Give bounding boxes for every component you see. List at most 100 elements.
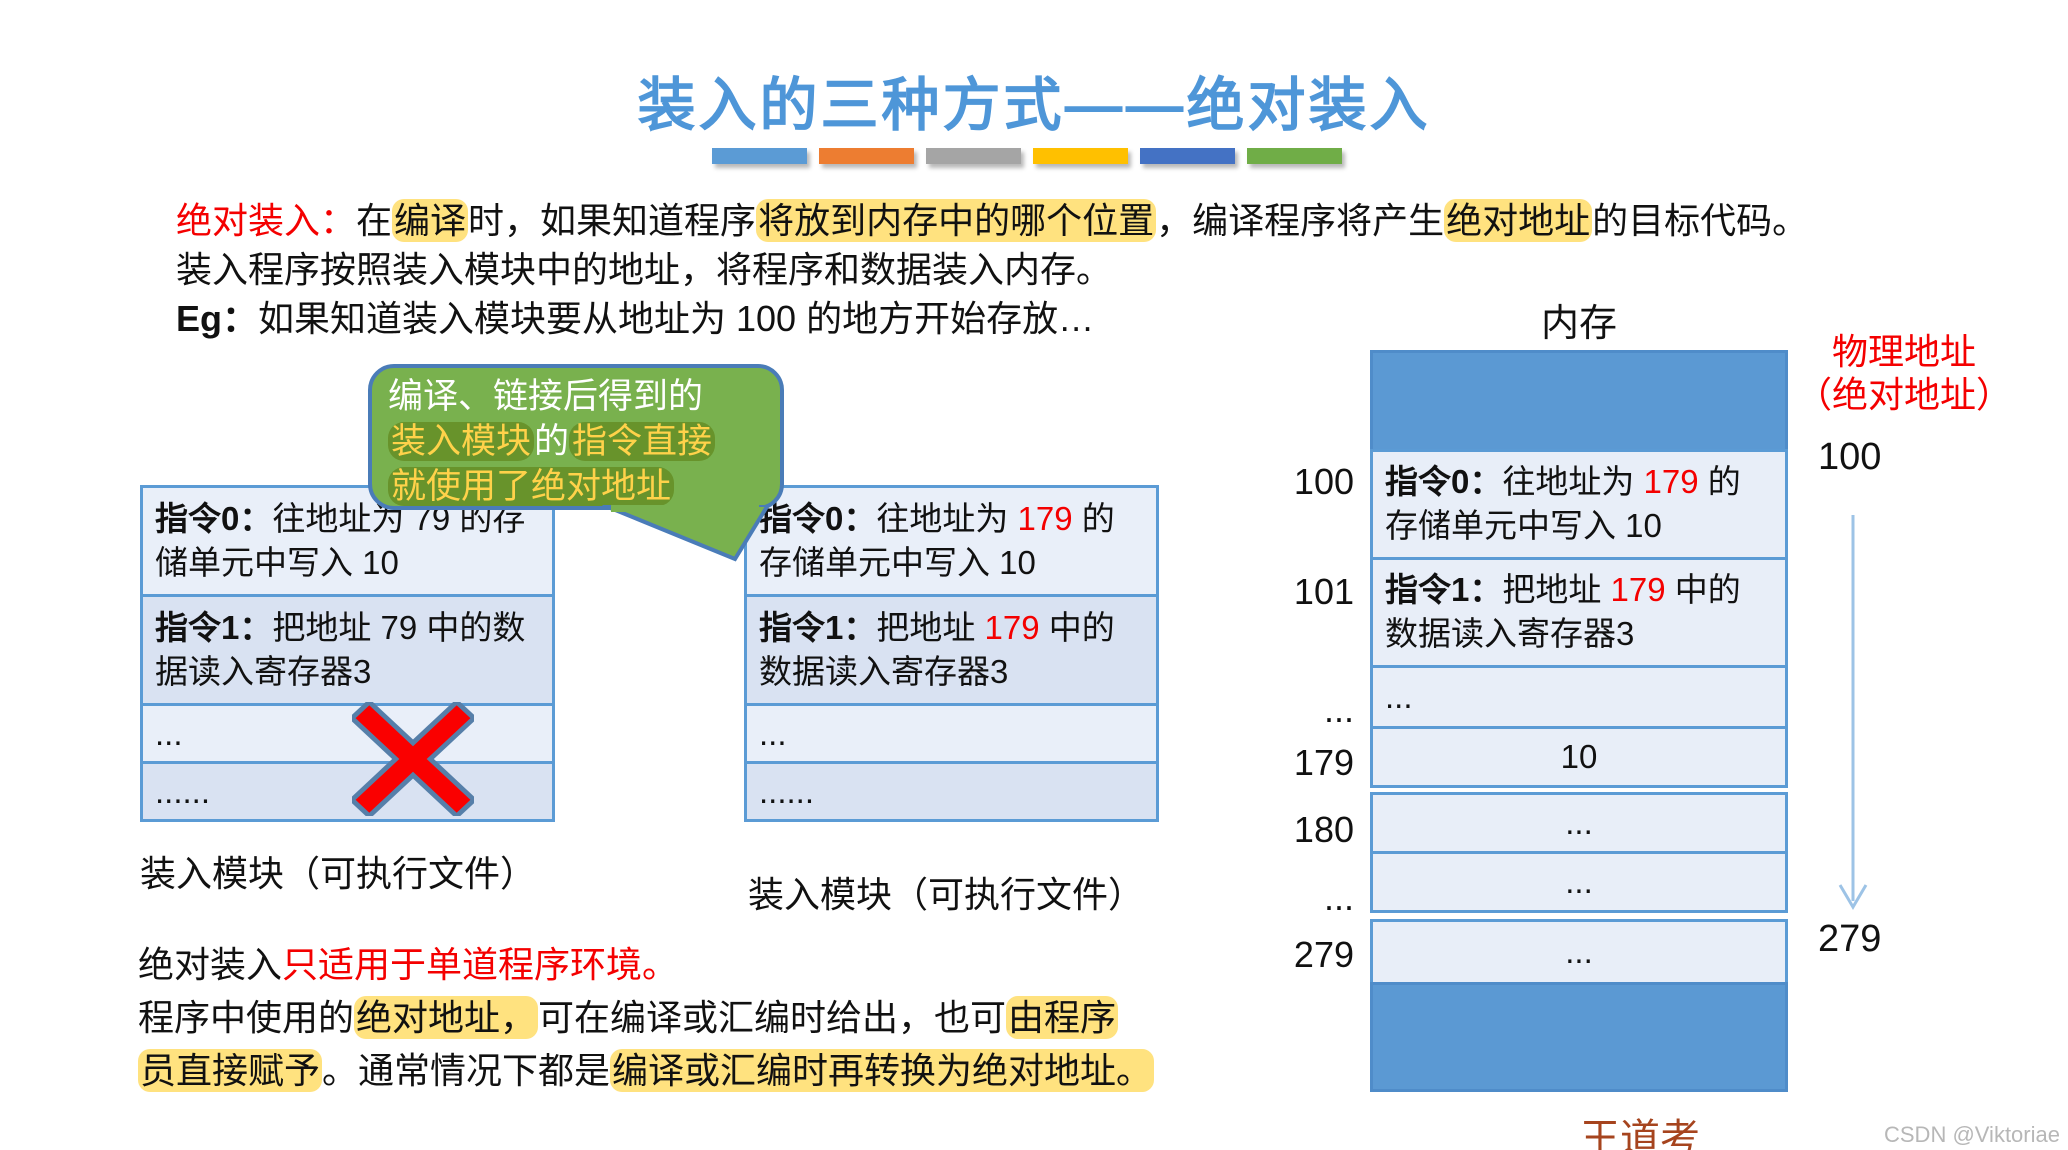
- middle-module-caption: 装入模块（可执行文件）: [748, 874, 1145, 915]
- accent-bar: [1140, 148, 1235, 164]
- bubble-line-1: 编译、链接后得到的: [388, 377, 704, 416]
- conclusion-line-2: 程序中使用的绝对地址，可在编译或汇编时给出，也可由程序: [138, 991, 1154, 1044]
- memory-reserved-block-top: [1370, 350, 1788, 452]
- load-module-table-logical: 指令0：往地址为 79 的存储单元中写入 10 指令1：把地址 79 中的数据读…: [140, 485, 555, 822]
- memory-label: 内存: [1540, 303, 1617, 345]
- table-row-ellipsis: ......: [143, 761, 552, 819]
- instruction1-label: 指令1：: [1385, 571, 1503, 608]
- conclusion-paragraph: 绝对装入只适用于单道程序环境。 程序中使用的绝对地址，可在编译或汇编时给出，也可…: [138, 938, 1155, 1097]
- table-row-ellipsis: ...: [747, 703, 1156, 761]
- table-row-instruction1: 指令1：把地址 179 中的数据读入寄存器3: [747, 594, 1156, 703]
- annotation-bubble: 编译、链接后得到的 装入模块的指令直接 就使用了绝对地址: [368, 364, 784, 510]
- instruction1-label: 指令1：: [759, 609, 877, 646]
- table-row-ellipsis: ......: [747, 761, 1156, 819]
- instruction0-label: 指令0：: [759, 500, 877, 537]
- text-segment: 把地址: [272, 609, 381, 646]
- accent-bar: [926, 148, 1021, 164]
- table-row-instruction0: 指令0：往地址为 179 的存储单元中写入 10: [747, 488, 1156, 594]
- instruction1-label: 指令1：: [155, 609, 273, 646]
- address-range-arrow: [1838, 515, 1868, 910]
- page-title: 装入的三种方式——绝对装入: [637, 73, 1431, 138]
- bubble-highlight: 就使用了绝对地址: [388, 467, 675, 506]
- conclusion-line-1: 绝对装入只适用于单道程序环境。: [138, 938, 1154, 991]
- text-segment: 的目标代码。: [1592, 200, 1809, 241]
- bubble-line-3: 就使用了绝对地址: [388, 464, 764, 509]
- text-segment: 可在编译或汇编时给出，也可: [538, 997, 1007, 1038]
- physical-address-line2: （绝对地址）: [1795, 374, 2012, 415]
- highlight-absolute-address: 绝对地址，: [354, 996, 539, 1039]
- instruction0-label: 指令0：: [155, 500, 273, 537]
- highlight-memory-position: 将放到内存中的哪个位置: [756, 199, 1157, 242]
- address-value-red: 179: [1017, 500, 1073, 537]
- highlight-direct-assign: 员直接赋予: [138, 1049, 323, 1092]
- intro-paragraph: 绝对装入：在编译时，如果知道程序将放到内存中的哪个位置，编译程序将产生绝对地址的…: [176, 196, 1808, 343]
- csdn-watermark: CSDN @Viktoriae: [1884, 1122, 2060, 1147]
- load-module-table-absolute: 指令0：往地址为 179 的存储单元中写入 10 指令1：把地址 179 中的数…: [744, 485, 1159, 822]
- highlight-compile: 编译: [392, 199, 469, 242]
- address-value: 79: [380, 609, 418, 646]
- physical-address-start: 100: [1818, 436, 1882, 478]
- text-segment: 往地址为: [876, 500, 1018, 537]
- address-value-red: 179: [984, 609, 1040, 646]
- accent-bar: [1247, 148, 1342, 164]
- memory-row-ellipsis: ...: [1370, 919, 1788, 985]
- highlight-absolute-address: 绝对地址: [1444, 199, 1593, 242]
- physical-address-line1: 物理地址: [1831, 331, 1976, 372]
- text-segment: 的存储单元中写入 10: [759, 500, 1115, 581]
- brand-watermark: 王道考研/CSKAOYAN.COM: [1580, 1117, 1700, 1150]
- memory-reserved-block-bottom: [1370, 982, 1788, 1092]
- memory-address-279: 279: [1293, 934, 1354, 975]
- text-segment: 如果知道装入模块要从地址为 100 的地方开始存放…: [258, 298, 1095, 339]
- physical-address-label: 物理地址 （绝对地址）: [1795, 330, 2013, 416]
- text-segment: 中的数据读入寄存器3: [155, 609, 526, 690]
- text-segment: 时，如果知道程序: [468, 200, 757, 241]
- memory-row-ellipsis: ...: [1370, 792, 1788, 854]
- memory-address-180: 180: [1293, 809, 1354, 850]
- text-segment: 中的数据读入寄存器3: [759, 609, 1115, 690]
- left-module-caption: 装入模块（可执行文件）: [140, 853, 537, 894]
- memory-address-101: 101: [1293, 571, 1354, 612]
- intro-line-1: 绝对装入：在编译时，如果知道程序将放到内存中的哪个位置，编译程序将产生绝对地址的…: [176, 196, 1808, 245]
- table-row-instruction1: 指令1：把地址 79 中的数据读入寄存器3: [143, 594, 552, 703]
- memory-row-instruction0: 指令0：往地址为 179 的存储单元中写入 10: [1370, 449, 1788, 560]
- memory-address-100: 100: [1293, 461, 1354, 502]
- table-row-ellipsis: ...: [143, 703, 552, 761]
- text-segment: 把地址: [876, 609, 985, 646]
- highlight-by-programmer: 由程序: [1006, 996, 1119, 1039]
- instruction0-label: 指令0：: [1385, 463, 1503, 500]
- text-segment: ，编译程序将产生: [1156, 200, 1445, 241]
- bubble-highlight: 装入模块: [388, 422, 535, 461]
- bubble-highlight: 指令直接: [569, 422, 716, 461]
- conclusion-line-3: 员直接赋予。通常情况下都是编译或汇编时再转换为绝对地址。: [138, 1044, 1155, 1097]
- text-segment: 程序中使用的: [138, 997, 355, 1038]
- red-statement: 只适用于单道程序环境。: [282, 944, 679, 985]
- text-segment: 。通常情况下都是: [322, 1050, 611, 1091]
- red-cross-icon: [352, 702, 474, 816]
- intro-example-line: Eg：如果知道装入模块要从地址为 100 的地方开始存放…: [176, 294, 1808, 343]
- memory-row-instruction1: 指令1：把地址 179 中的数据读入寄存器3: [1370, 557, 1788, 668]
- text-segment: 的存储单元中写入 10: [1385, 463, 1741, 544]
- bubble-tail: [602, 505, 771, 562]
- address-value-red: 179: [1610, 571, 1666, 608]
- address-value-red: 179: [1643, 463, 1699, 500]
- accent-bar: [712, 148, 807, 164]
- memory-address-ellipsis: ...: [1323, 877, 1354, 918]
- example-label: Eg：: [176, 298, 259, 339]
- accent-bar: [819, 148, 914, 164]
- memory-row-ellipsis: ...: [1370, 665, 1788, 729]
- highlight-convert-at-compile: 编译或汇编时再转换为绝对地址。: [610, 1049, 1155, 1092]
- memory-row-value-10: 10: [1370, 726, 1788, 788]
- text-segment: 往地址为: [1502, 463, 1644, 500]
- memory-row-ellipsis: ...: [1370, 851, 1788, 913]
- text-segment: 的: [534, 422, 570, 461]
- memory-address-179: 179: [1293, 742, 1354, 783]
- text-segment: 把地址: [1502, 571, 1611, 608]
- text-segment: 中的数据读入寄存器3: [1385, 571, 1741, 652]
- accent-bars: [712, 148, 1342, 164]
- text-segment: 在: [356, 200, 393, 241]
- memory-address-ellipsis: ...: [1323, 689, 1354, 730]
- physical-address-end: 279: [1818, 918, 1882, 960]
- text-segment: 绝对装入: [138, 944, 283, 985]
- intro-line-2: 装入程序按照装入模块中的地址，将程序和数据装入内存。: [176, 249, 1113, 290]
